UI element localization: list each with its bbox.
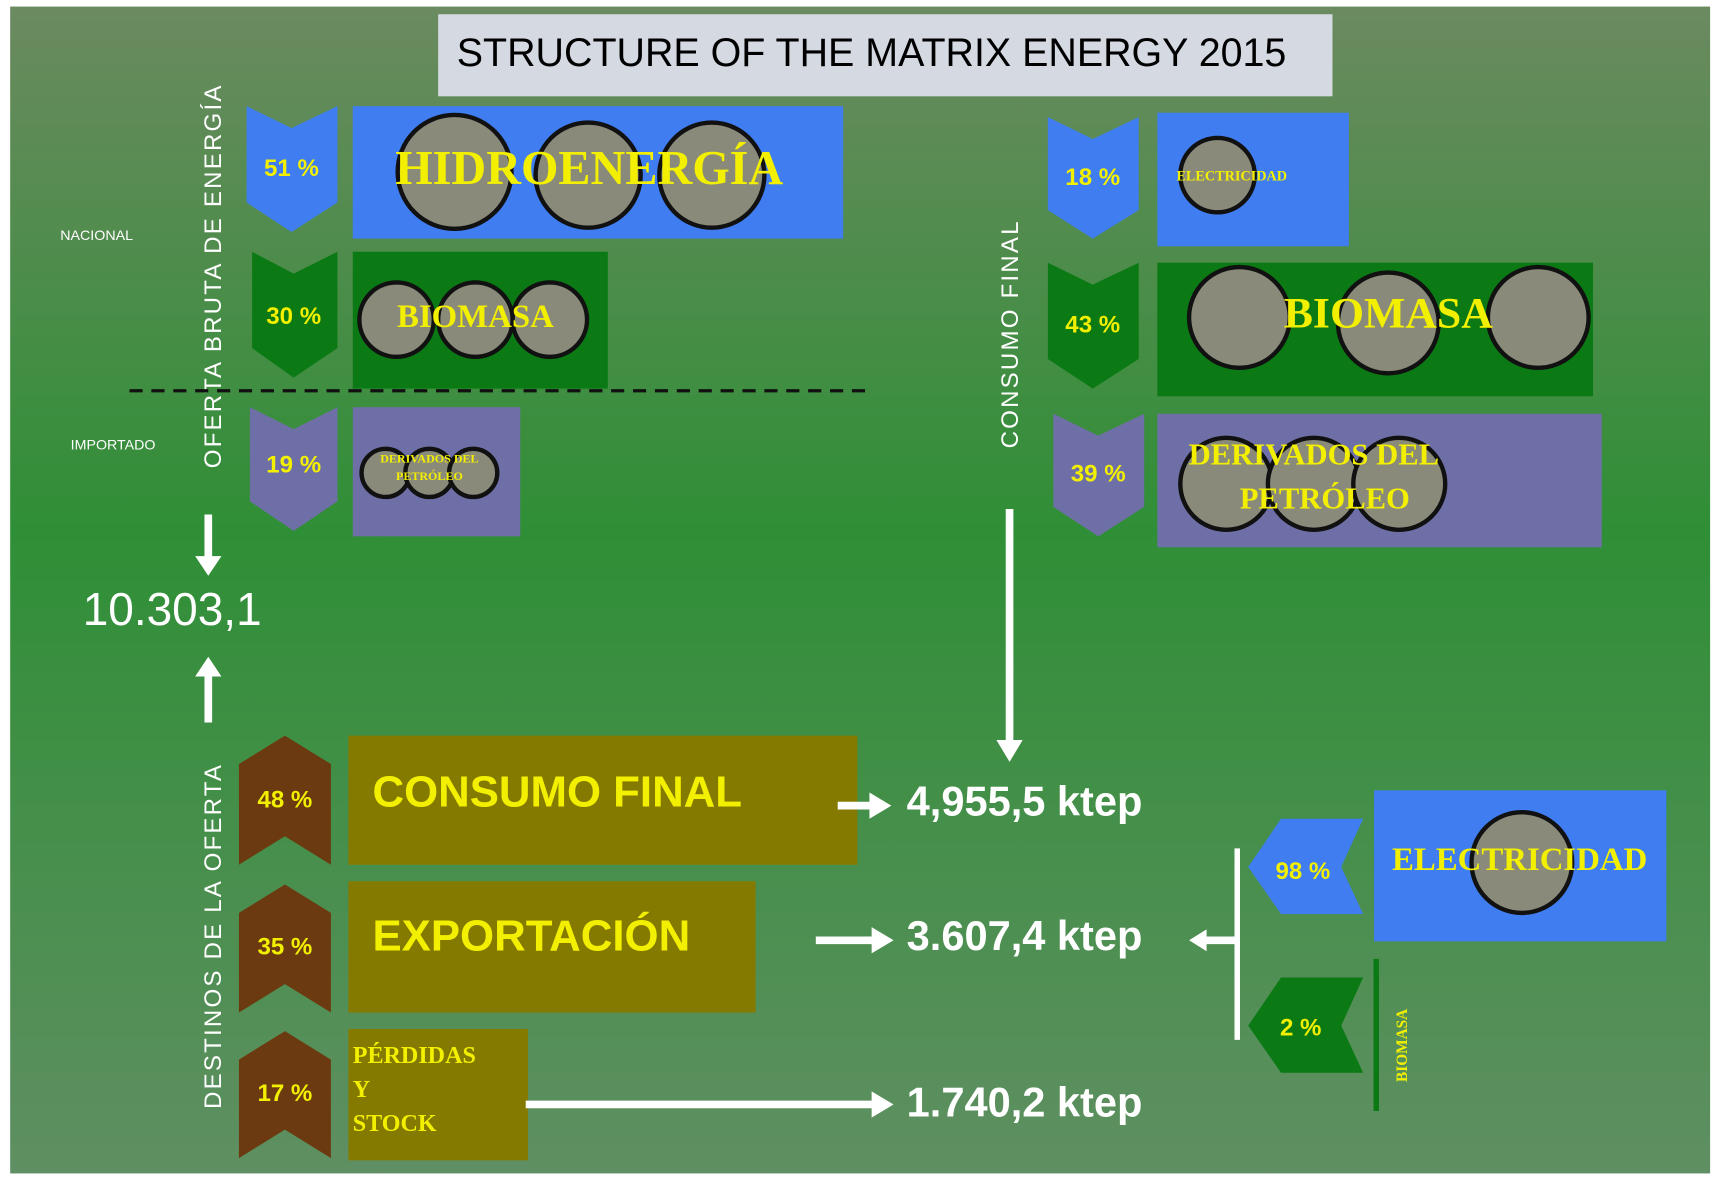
destination-name: STOCK [353, 1111, 437, 1137]
arrow-head [195, 656, 222, 677]
chevron [1047, 262, 1139, 389]
photo [395, 112, 514, 231]
photo [533, 120, 643, 230]
destinations-label: DESTINOS DE LA OFERTA [200, 763, 227, 1109]
chevron [246, 106, 338, 233]
arrow-head [869, 792, 892, 819]
percent: 43 % [1065, 312, 1120, 339]
amount: 1.740,2 ktep [907, 1079, 1143, 1126]
photo [657, 120, 767, 230]
percent: 51 % [264, 155, 319, 182]
photo [510, 280, 590, 360]
title-box [438, 14, 1333, 97]
source-name: DERIVADOS DEL [380, 452, 478, 466]
export-name: ELECTRICIDAD [1392, 842, 1647, 878]
amount: 3.607,4 ktep [907, 912, 1143, 959]
destination-name: Y [353, 1077, 370, 1103]
chevron [238, 884, 331, 1013]
destination-name: PÉRDIDAS [353, 1043, 476, 1069]
title: STRUCTURE OF THE MATRIX ENERGY 2015 [457, 31, 1287, 75]
percent: 48 % [257, 787, 312, 814]
box [348, 1028, 528, 1161]
percent: 98 % [1275, 858, 1330, 885]
arrow-head [996, 739, 1023, 762]
photo [1186, 264, 1292, 370]
percent: 2 % [1280, 1014, 1322, 1041]
chevron [249, 407, 338, 531]
nacional-label: NACIONAL [60, 228, 133, 244]
chevron [238, 735, 331, 865]
percent: 19 % [266, 452, 321, 479]
chevron [252, 251, 338, 378]
source-name: ELECTRICIDAD [1176, 169, 1287, 185]
percent: 39 % [1071, 460, 1126, 487]
box [348, 735, 858, 865]
destination-name: EXPORTACIÓN [372, 911, 690, 961]
percent: 30 % [266, 303, 321, 330]
chevron [238, 1031, 331, 1159]
photo [1469, 810, 1575, 916]
destination-name: CONSUMO FINAL [372, 767, 742, 816]
chevron [1047, 117, 1139, 239]
source-name: DERIVADOS DEL [1189, 438, 1439, 472]
supply-total: 10.303,1 [83, 583, 262, 635]
chevron [1248, 977, 1364, 1073]
consumption-label: CONSUMO FINAL [997, 219, 1024, 448]
importado-label: IMPORTADO [71, 437, 156, 453]
amount: 4,955,5 ktep [907, 778, 1143, 825]
supply-label: OFERTA BRUTA DE ENERGÍA [200, 83, 227, 468]
export-name: BIOMASA [1394, 1009, 1411, 1082]
photo [1485, 264, 1591, 370]
chevron [1248, 818, 1364, 915]
photo [357, 280, 436, 360]
source-name: BIOMASA [1284, 289, 1494, 337]
arrow-head [871, 927, 894, 954]
percent: 18 % [1065, 164, 1120, 191]
photo [446, 446, 500, 500]
percent: 17 % [257, 1080, 312, 1107]
box [348, 881, 756, 1013]
photo [1335, 270, 1441, 376]
photo [1178, 135, 1257, 215]
source-name: HIDROENERGÍA [395, 142, 783, 195]
percent: 35 % [257, 933, 312, 960]
source-name: BIOMASA [397, 299, 554, 335]
photo [1351, 435, 1448, 532]
source-name: PETRÓLEO [1240, 480, 1410, 515]
arrow-head [195, 556, 222, 576]
source-name: PETRÓLEO [396, 469, 463, 483]
arrow-head [1189, 929, 1207, 952]
arrow-head [871, 1091, 894, 1118]
chevron [1053, 413, 1145, 537]
